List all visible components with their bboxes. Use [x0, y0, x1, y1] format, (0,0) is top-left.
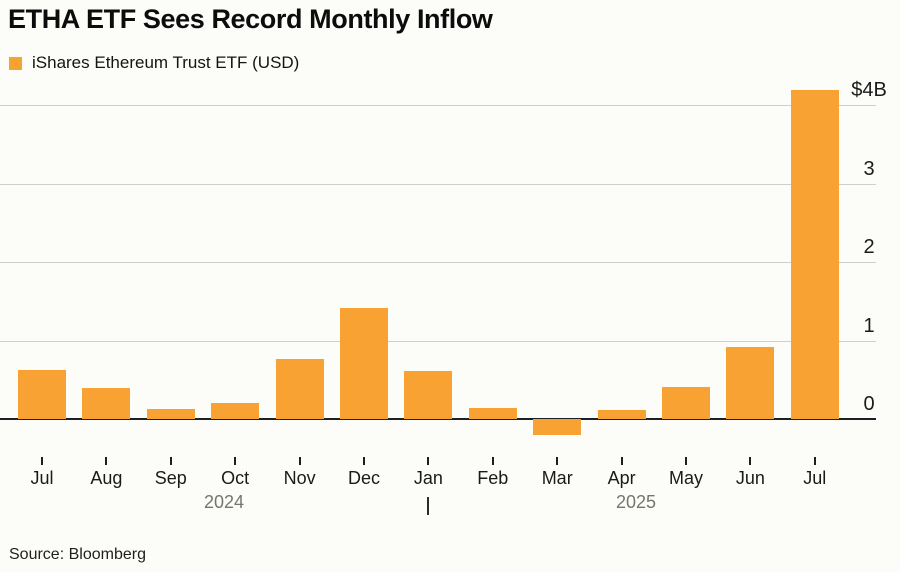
gridline-1: [0, 340, 876, 342]
x-tick-jan-2025: [427, 457, 430, 465]
x-axis-label-jan-2025: Jan: [413, 468, 443, 488]
bar-sep-2024: [146, 408, 195, 419]
x-axis-label-jul-2025: Jul: [803, 468, 827, 488]
x-tick-oct-2024: [234, 457, 237, 465]
chart-title: ETHA ETF Sees Record Monthly Inflow: [8, 4, 493, 34]
x-axis-label-dec-2024: Dec: [347, 468, 381, 488]
y-axis-label-1: 1: [863, 314, 875, 337]
x-axis-label-aug-2024: Aug: [90, 468, 123, 488]
bar-apr-2025: [597, 410, 646, 419]
x-axis-label-feb-2025: Feb: [477, 468, 509, 488]
gridline-2: [0, 262, 876, 264]
year-label-2025: 2025: [615, 492, 657, 512]
gridline-3: [0, 183, 876, 185]
x-tick-jul-2025: [813, 457, 816, 465]
x-axis-label-may-2025: May: [668, 468, 704, 488]
bar-jan-2025: [404, 371, 453, 419]
bar-jun-2025: [726, 346, 775, 419]
x-axis-label-nov-2024: Nov: [283, 468, 316, 488]
x-tick-nov-2024: [298, 457, 301, 465]
x-axis-label-apr-2025: Apr: [607, 468, 636, 488]
bar-feb-2025: [468, 408, 517, 419]
x-tick-mar-2025: [556, 457, 559, 465]
x-tick-jul-2024: [41, 457, 43, 465]
x-tick-may-2025: [685, 457, 687, 465]
legend-swatch-icon: [9, 56, 22, 70]
gridline-4: [0, 105, 876, 107]
bar-aug-2024: [82, 387, 131, 419]
x-axis-label-sep-2024: Sep: [154, 468, 187, 488]
legend-series-label: iShares Ethereum Trust ETF (USD): [32, 53, 300, 72]
x-axis-label-oct-2024: Oct: [221, 468, 250, 488]
year-divider: [427, 497, 430, 515]
chart-legend: iShares Ethereum Trust ETF (USD): [9, 53, 299, 73]
x-tick-jun-2025: [749, 457, 752, 465]
y-axis-label-3: 3: [863, 157, 875, 180]
bar-nov-2024: [275, 359, 324, 419]
y-axis-label-4: $4B: [851, 79, 887, 102]
y-axis-label-0: 0: [863, 393, 875, 415]
year-label-2024: 2024: [203, 492, 245, 512]
x-axis-label-jul-2024: Jul: [30, 468, 54, 488]
source-attribution: Source: Bloomberg: [9, 546, 146, 563]
x-tick-feb-2025: [491, 457, 494, 465]
x-tick-dec-2024: [363, 457, 365, 465]
x-axis-label-mar-2025: Mar: [541, 468, 573, 488]
bar-jul-2024: [18, 370, 66, 419]
x-tick-sep-2024: [169, 457, 172, 465]
bar-may-2025: [662, 386, 710, 419]
x-axis-label-jun-2025: Jun: [735, 468, 765, 488]
x-tick-apr-2025: [620, 457, 623, 465]
bar-mar-2025: [533, 419, 582, 435]
bar-jul-2025: [790, 89, 839, 419]
bar-dec-2024: [340, 307, 388, 419]
x-tick-aug-2024: [105, 457, 108, 465]
bar-oct-2024: [211, 403, 260, 419]
y-axis-label-2: 2: [863, 236, 875, 259]
